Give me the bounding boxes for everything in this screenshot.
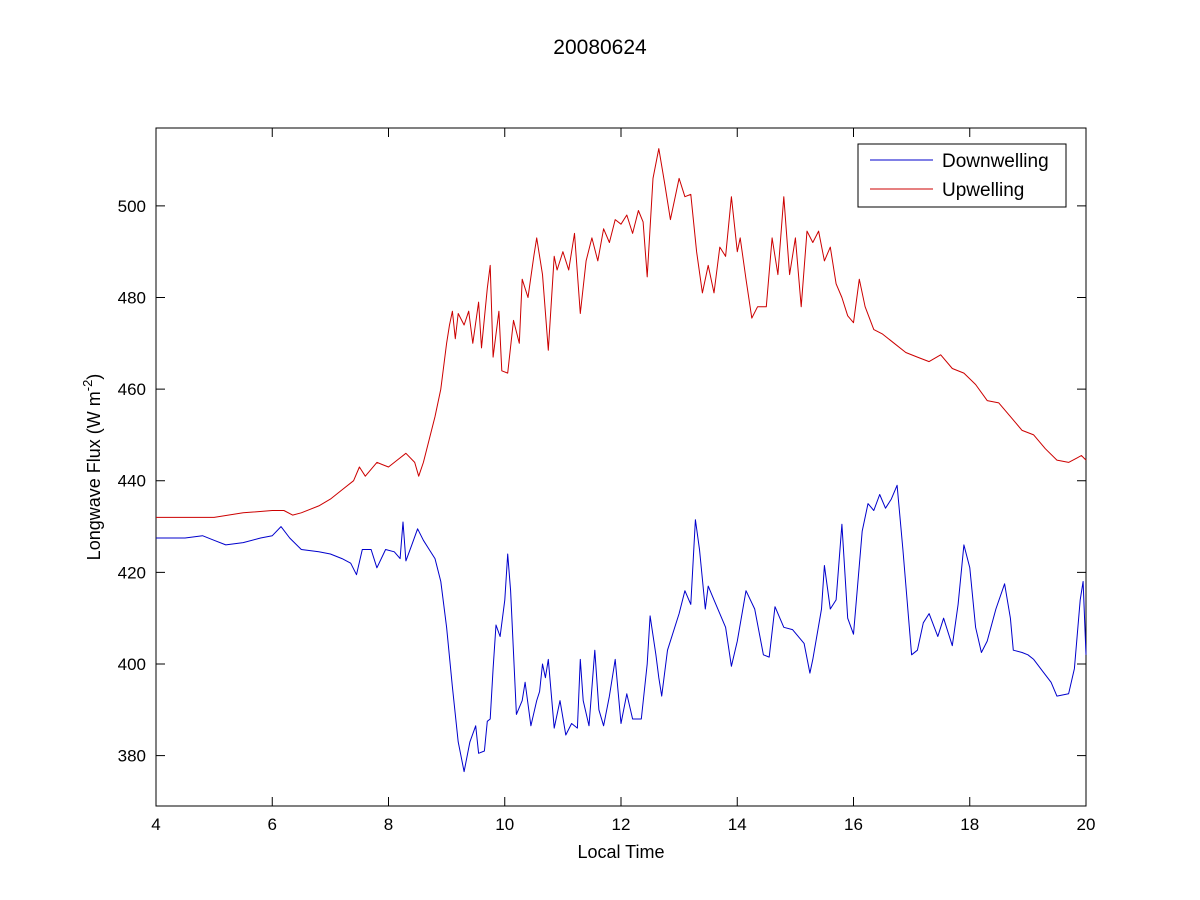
x-tick-label: 6 xyxy=(268,815,277,834)
series-line-downwelling xyxy=(156,484,1087,773)
legend-label-upwelling: Upwelling xyxy=(942,180,1024,201)
y-tick-label: 420 xyxy=(118,563,146,582)
plot-area xyxy=(155,127,1087,807)
y-tick-label: 480 xyxy=(118,289,146,308)
x-tick-label: 18 xyxy=(960,815,979,834)
y-axis-label: Longwave Flux (W m-2) xyxy=(80,374,104,561)
x-tick-label: 10 xyxy=(495,815,514,834)
x-tick-label: 20 xyxy=(1077,815,1096,834)
y-tick-label: 500 xyxy=(118,197,146,216)
y-tick-label: 400 xyxy=(118,655,146,674)
x-tick-label: 8 xyxy=(384,815,393,834)
y-tick-label: 380 xyxy=(118,747,146,766)
legend-box xyxy=(857,143,1067,208)
y-axis-label-superscript: -2 xyxy=(80,380,95,392)
x-axis-label: Local Time xyxy=(577,842,664,862)
axis-ticks: 4 6 8 10 12 14 16 18 20 380 400 420 440 460 480 500 xyxy=(118,128,1096,834)
x-tick-label: 16 xyxy=(844,815,863,834)
x-tick-label: 12 xyxy=(612,815,631,834)
chart-title: 20080624 xyxy=(553,36,647,59)
legend-label-downwelling: Downwelling xyxy=(942,151,1049,172)
legend: Downwelling Upwelling xyxy=(857,143,1067,208)
series-line-upwelling xyxy=(156,148,1087,518)
x-tick-label: 4 xyxy=(151,815,160,834)
y-tick-label: 440 xyxy=(118,472,146,491)
series-layer xyxy=(156,148,1087,773)
y-tick-label: 460 xyxy=(118,380,146,399)
y-axis-label-main: Longwave Flux (W m xyxy=(84,391,104,560)
x-tick-label: 14 xyxy=(728,815,747,834)
y-axis-label-close: ) xyxy=(84,374,104,380)
